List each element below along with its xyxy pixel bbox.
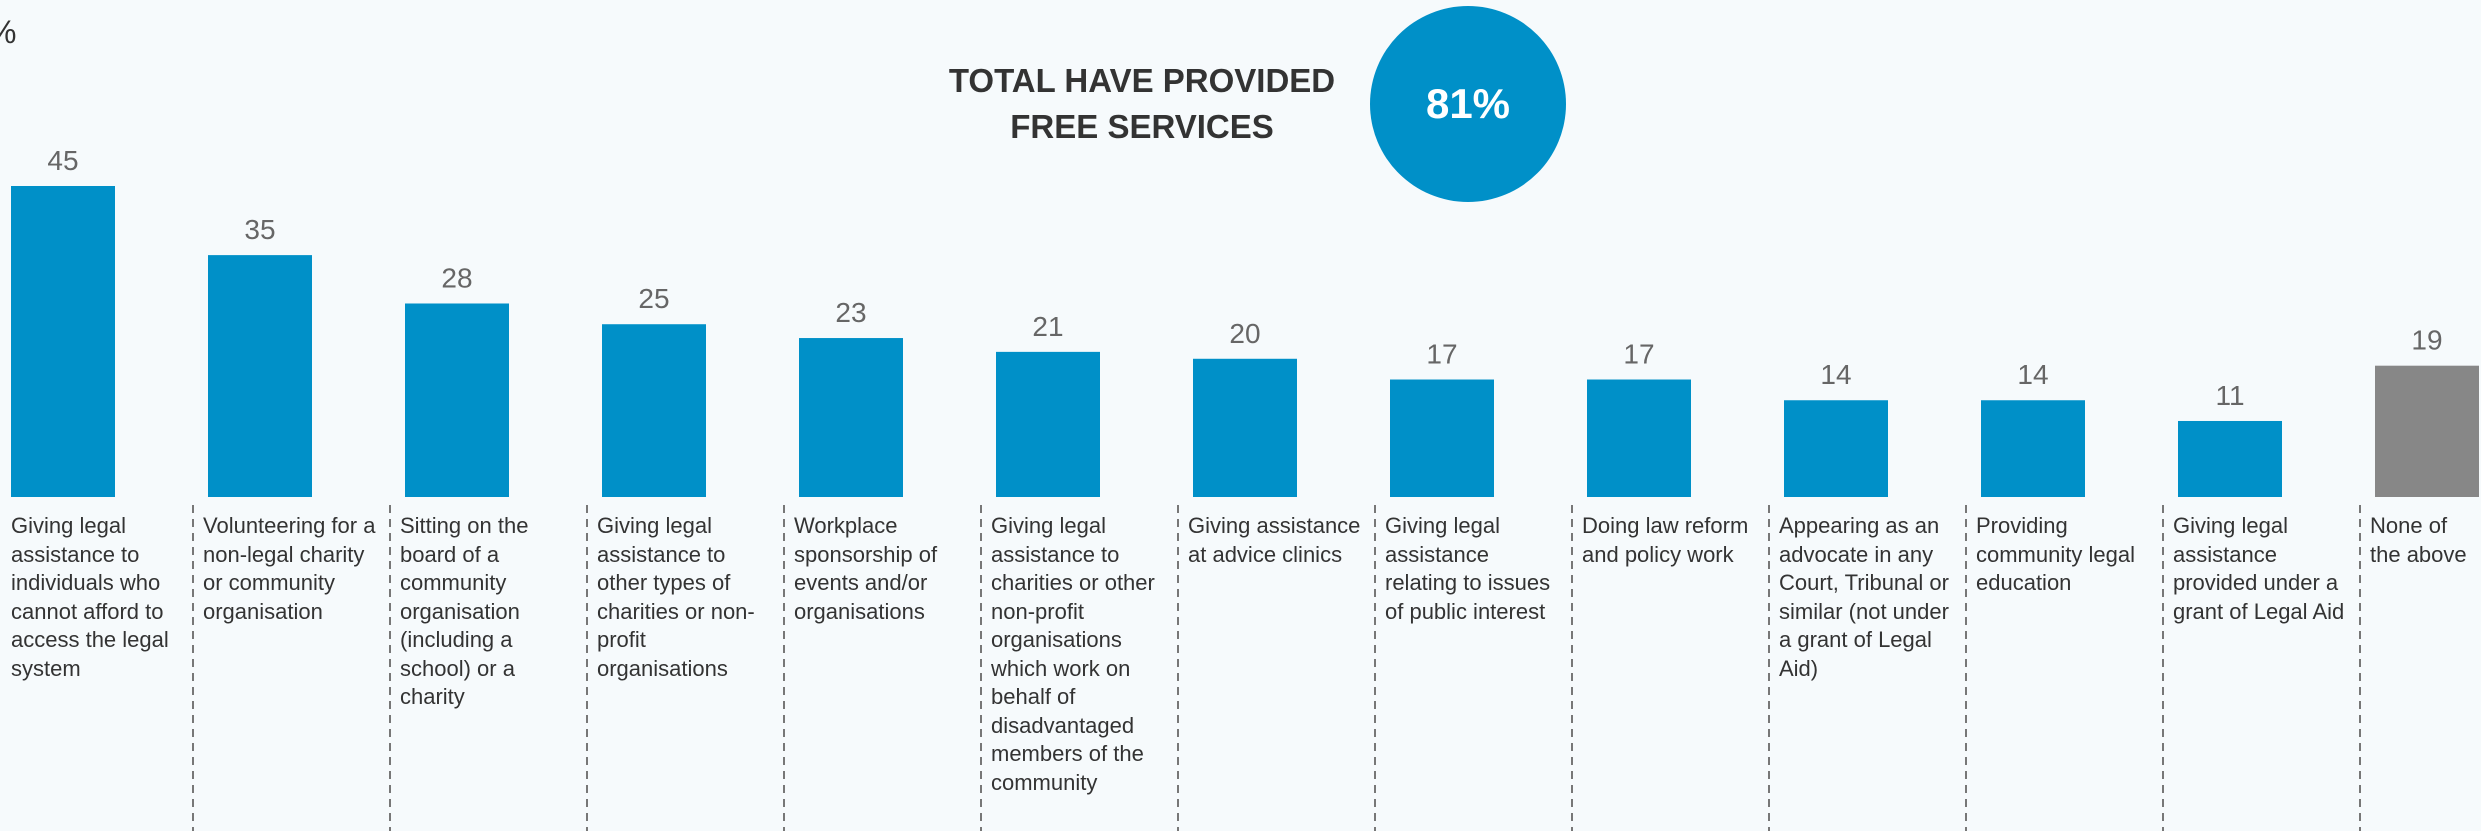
value-label: 17 [1623,339,1654,370]
category-label: Volunteering for a non-legal charity or … [203,513,376,624]
bar [208,255,312,497]
unit-label: % [0,14,16,51]
bar [996,351,1100,497]
category-label: Appearing as an advocate in any Court, T… [1779,513,1949,681]
value-label: 19 [2411,325,2442,356]
value-label: 28 [441,262,472,293]
category-label: None of the above [2370,513,2467,567]
value-label: 14 [1820,359,1851,390]
bar [1390,379,1494,497]
bar [799,338,903,497]
bar [2375,365,2479,497]
value-label: 25 [638,283,669,314]
bar [1981,400,2085,497]
category-label: Sitting on the board of a community orga… [400,513,529,709]
bar [11,186,115,497]
highlight-value: 81% [1426,80,1510,127]
value-label: 35 [244,214,275,245]
bar [1193,358,1297,497]
category-label: Giving assistance at advice clinics [1188,513,1361,567]
value-label: 20 [1229,318,1260,349]
category-label: Giving legal assistance provided under a… [2173,513,2345,624]
bar [602,324,706,497]
value-label: 23 [835,297,866,328]
highlight-circle [1370,6,1566,202]
value-label: 45 [47,145,78,176]
category-label: Giving legal assistance to other types o… [597,513,755,681]
category-label: Workplace sponsorship of events and/or o… [794,513,938,624]
value-label: 17 [1426,339,1457,370]
value-label: 14 [2017,359,2048,390]
category-label: Providing community legal education [1976,513,2135,595]
value-label: 21 [1032,311,1063,342]
bar [1784,400,1888,497]
highlight-label: TOTAL HAVE PROVIDED FREE SERVICES [948,62,1336,145]
bar [405,303,509,497]
category-label: Giving legal assistance to individuals w… [11,513,169,681]
category-label: Giving legal assistance relating to issu… [1385,513,1551,624]
value-label: 11 [2215,380,2244,411]
bar [1587,379,1691,497]
category-label: Doing law reform and policy work [1582,513,1749,567]
category-label: Giving legal assistance to charities or … [991,513,1155,795]
bar [2178,420,2282,497]
